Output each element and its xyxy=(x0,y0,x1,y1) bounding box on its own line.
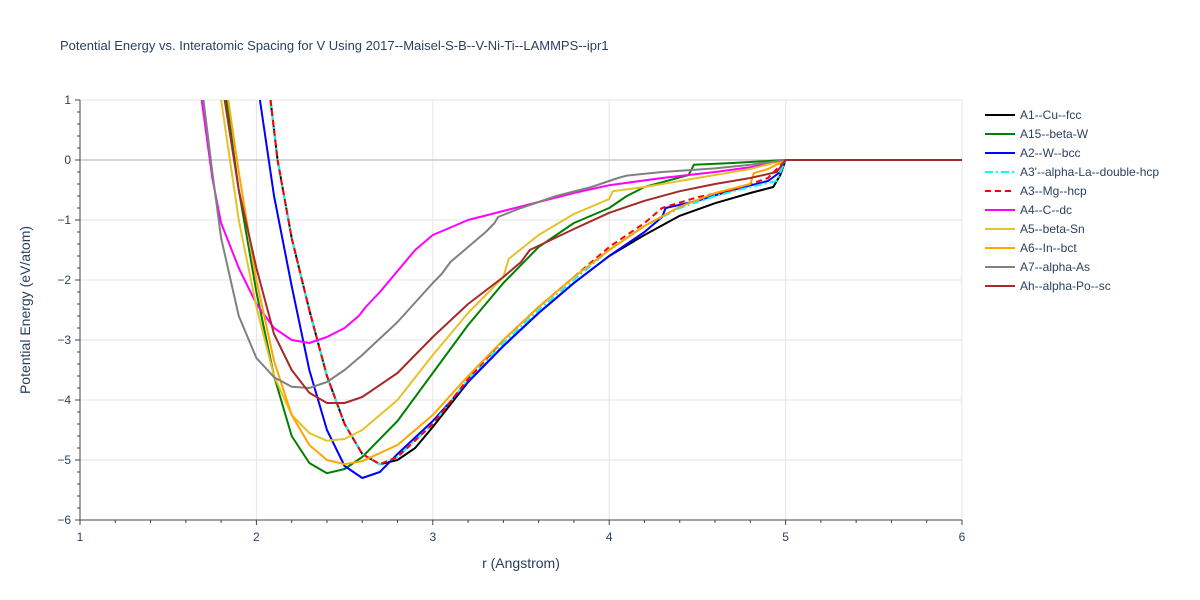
legend-label: A3'--alpha-La--double-hcp xyxy=(1020,165,1159,179)
legend-item[interactable]: A5--beta-Sn xyxy=(985,222,1085,236)
grid-lines xyxy=(80,99,963,520)
legend-label: A7--alpha-As xyxy=(1020,260,1090,274)
y-tick-label: −3 xyxy=(57,333,71,347)
y-tick-label: −4 xyxy=(57,393,71,407)
x-axis-label: r (Angstrom) xyxy=(482,555,560,571)
legend-item[interactable]: A2--W--bcc xyxy=(985,146,1080,160)
legend-item[interactable]: A4--C--dc xyxy=(985,203,1072,217)
legend-item[interactable]: Ah--alpha-Po--sc xyxy=(985,279,1111,293)
axes xyxy=(75,99,963,525)
legend-label: A1--Cu--fcc xyxy=(1020,108,1081,122)
series-line xyxy=(258,100,962,479)
legend-item[interactable]: A3--Mg--hcp xyxy=(985,184,1087,198)
y-tick-label: −5 xyxy=(57,453,71,467)
legend-item[interactable]: A7--alpha-As xyxy=(985,260,1090,274)
series-line xyxy=(202,100,962,389)
legend-item[interactable]: A6--In--bct xyxy=(985,241,1077,255)
chart-title: Potential Energy vs. Interatomic Spacing… xyxy=(60,38,609,53)
y-tick-label: 0 xyxy=(64,153,71,167)
series-line xyxy=(269,100,962,466)
legend-label: A4--C--dc xyxy=(1020,203,1072,217)
x-tick-label: 2 xyxy=(253,530,260,544)
y-tick-label: −1 xyxy=(57,213,71,227)
legend[interactable]: A1--Cu--fcc A15--beta-W A2--W--bcc A3'--alp… xyxy=(985,108,1159,293)
y-axis-label: Potential Energy (eV/atom) xyxy=(17,226,33,394)
y-tick-label: −6 xyxy=(57,513,71,527)
x-tick-label: 6 xyxy=(959,530,966,544)
series-line xyxy=(269,100,962,466)
legend-item[interactable]: A1--Cu--fcc xyxy=(985,108,1081,122)
x-tick-label: 3 xyxy=(429,530,436,544)
legend-label: Ah--alpha-Po--sc xyxy=(1020,279,1111,293)
series-line xyxy=(225,100,962,475)
x-tick-label: 4 xyxy=(606,530,613,544)
legend-label: A3--Mg--hcp xyxy=(1020,184,1087,198)
legend-item[interactable]: A3'--alpha-La--double-hcp xyxy=(985,165,1159,179)
series-line xyxy=(223,100,962,404)
legend-label: A2--W--bcc xyxy=(1020,146,1080,160)
x-tick-labels: 1 2 3 4 5 6 xyxy=(77,530,966,544)
legend-label: A6--In--bct xyxy=(1020,241,1077,255)
legend-label: A5--beta-Sn xyxy=(1020,222,1085,236)
x-tick-label: 5 xyxy=(782,530,789,544)
series-line xyxy=(269,100,962,466)
y-tick-label: 1 xyxy=(64,93,71,107)
series-lines xyxy=(200,100,962,479)
y-tick-labels: 1 0 −1 −2 −3 −4 −5 −6 xyxy=(57,93,71,527)
legend-label: A15--beta-W xyxy=(1020,127,1089,141)
x-tick-label: 1 xyxy=(77,530,84,544)
y-tick-label: −2 xyxy=(57,273,71,287)
series-line xyxy=(200,100,962,344)
series-line xyxy=(227,100,962,466)
legend-item[interactable]: A15--beta-W xyxy=(985,127,1089,141)
